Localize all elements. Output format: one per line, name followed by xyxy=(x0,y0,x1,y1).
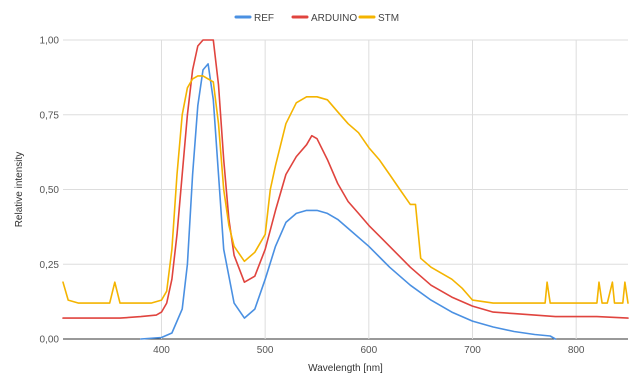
series-line-arduino xyxy=(62,39,629,319)
grid xyxy=(63,39,628,340)
y-tick-label: 0,25 xyxy=(40,260,60,271)
x-tick-label: 600 xyxy=(360,345,377,356)
series-line-ref xyxy=(140,63,557,340)
legend-label-ref: REF xyxy=(254,13,274,24)
tick-labels: 0,00 0,25 0,50 0,75 1,00 400 500 600 700 800 xyxy=(40,36,585,357)
legend: REF ARDUINO STM xyxy=(234,13,399,24)
y-tick-label: 0,50 xyxy=(40,185,60,196)
x-tick-label: 400 xyxy=(153,345,170,356)
legend-label-arduino: ARDUINO xyxy=(311,13,357,24)
legend-label-stm: STM xyxy=(378,13,399,24)
series-line-stm xyxy=(62,75,629,304)
y-tick-label: 0,00 xyxy=(40,335,60,346)
series-lines xyxy=(62,39,629,340)
x-axis-title: Wavelength [nm] xyxy=(308,363,383,374)
x-tick-label: 800 xyxy=(568,345,585,356)
y-tick-label: 0,75 xyxy=(40,110,60,121)
y-tick-label: 1,00 xyxy=(40,36,60,47)
y-axis-title: Relative intensity xyxy=(14,152,25,228)
x-tick-label: 700 xyxy=(464,345,481,356)
x-tick-label: 500 xyxy=(257,345,274,356)
